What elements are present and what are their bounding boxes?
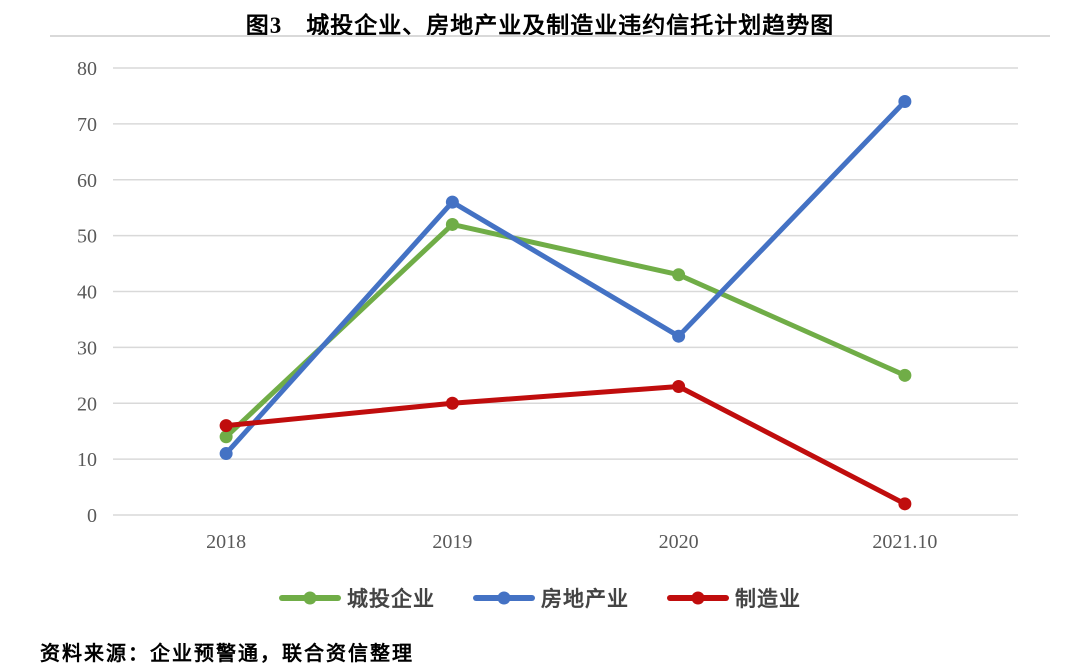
series-line-0	[223, 221, 908, 440]
legend-marker-icon	[279, 591, 341, 605]
legend-label: 城投企业	[347, 587, 435, 611]
data-point	[672, 379, 686, 393]
data-point	[445, 217, 459, 231]
source-note: 资料来源：企业预警通，联合资信整理	[40, 643, 414, 665]
x-axis-tick-label: 2019	[432, 531, 472, 553]
series-line-2	[223, 383, 908, 507]
legend-item-1: 房地产业	[473, 583, 629, 613]
y-axis-tick-label: 70	[77, 114, 97, 136]
data-point	[445, 195, 459, 209]
x-axis-tick-label: 2021.10	[872, 531, 937, 553]
y-axis-tick-label: 30	[77, 337, 97, 359]
y-axis-tick-label: 80	[77, 58, 97, 80]
chart-title: 图3 城投企业、房地产业及制造业违约信托计划趋势图	[245, 13, 835, 38]
y-axis-tick-label: 50	[77, 226, 97, 248]
data-point	[219, 430, 233, 444]
chart-legend: 城投企业 房地产业 制造业	[0, 580, 1080, 616]
data-point	[672, 268, 686, 282]
legend-item-0: 城投企业	[279, 583, 435, 613]
legend-label: 制造业	[735, 587, 801, 611]
data-point	[898, 95, 912, 109]
series-line-1	[223, 99, 908, 457]
y-axis-tick-label: 0	[87, 505, 97, 527]
y-axis-tick-label: 60	[77, 170, 97, 192]
legend-marker-icon	[473, 591, 535, 605]
data-point	[672, 329, 686, 343]
y-axis-tick-label: 40	[77, 282, 97, 304]
legend-label: 房地产业	[541, 587, 629, 611]
legend-item-2: 制造业	[667, 583, 801, 613]
data-point	[898, 497, 912, 511]
y-axis-tick-label: 20	[77, 393, 97, 415]
data-point	[219, 419, 233, 433]
title-divider	[50, 35, 1050, 37]
legend-marker-icon	[667, 591, 729, 605]
x-axis-tick-label: 2018	[206, 531, 246, 553]
data-point	[445, 396, 459, 410]
line-chart: 0 10 20 30 40 50 60 70 80 2018 2019 2020 2021.10	[77, 58, 1018, 553]
y-axis-tick-label: 10	[77, 449, 97, 471]
x-axis-tick-label: 2020	[659, 531, 699, 553]
data-point	[898, 368, 912, 382]
data-point	[219, 447, 233, 461]
